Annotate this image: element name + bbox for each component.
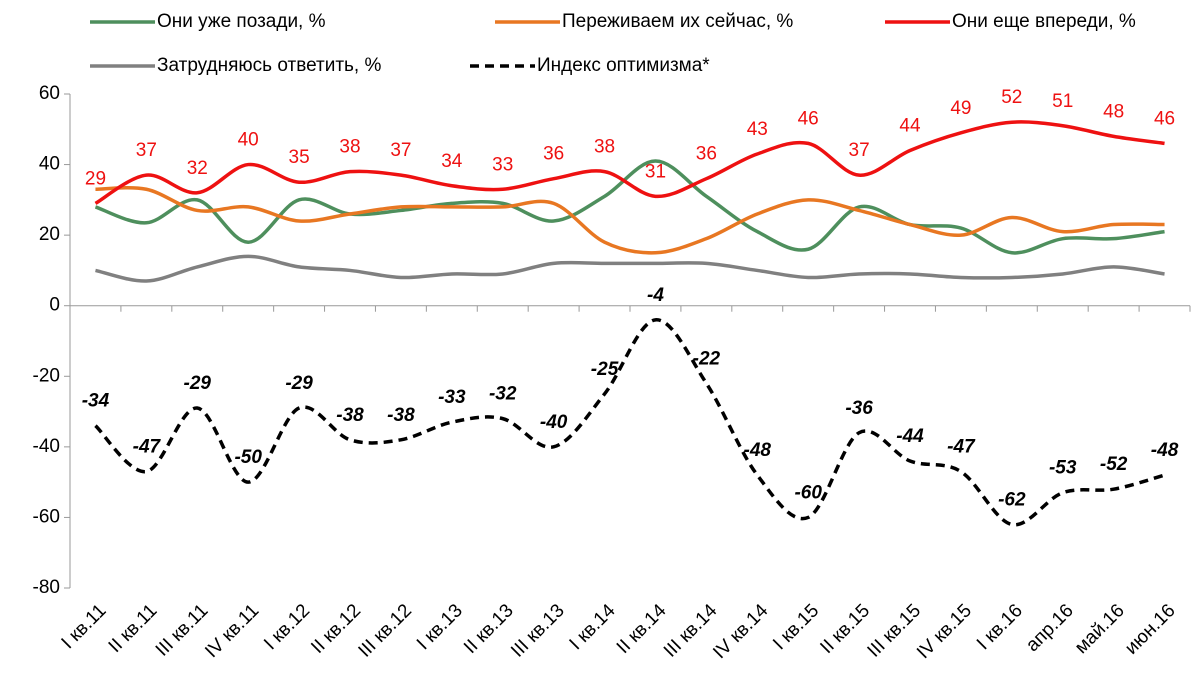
series-line xyxy=(94,120,1165,205)
data-label: 40 xyxy=(238,130,259,151)
x-tick-label: июн.16 xyxy=(1121,600,1180,659)
data-label: -38 xyxy=(336,405,364,426)
data-label: -33 xyxy=(438,387,466,408)
x-tick-label: I кв.11 xyxy=(58,600,111,653)
x-tick-label: май.16 xyxy=(1071,600,1129,658)
legend-label: Они еще впереди, % xyxy=(952,11,1136,32)
x-tick-label: I кв.12 xyxy=(260,600,314,654)
legend-label: Затрудняюсь ответить, % xyxy=(157,55,381,76)
data-label: 44 xyxy=(899,115,921,136)
data-label: -62 xyxy=(998,490,1026,511)
data-label: -29 xyxy=(285,373,313,394)
data-label: 35 xyxy=(289,147,310,168)
data-label: 51 xyxy=(1052,91,1073,112)
data-label: -48 xyxy=(744,440,772,461)
data-label: 38 xyxy=(339,137,360,158)
data-label: -47 xyxy=(133,437,162,458)
data-label: -34 xyxy=(82,391,110,412)
data-label: -29 xyxy=(184,373,212,394)
x-tick-label: I кв.14 xyxy=(566,600,620,654)
y-tick-label: -40 xyxy=(33,436,60,457)
x-tick-label: IV кв.11 xyxy=(201,600,263,662)
data-label: 37 xyxy=(390,140,411,161)
data-label: 31 xyxy=(645,161,666,182)
data-label: -22 xyxy=(693,348,721,369)
x-tick-label: II кв.11 xyxy=(105,600,162,657)
series-line xyxy=(94,159,1165,255)
legend-label: Они уже позади, % xyxy=(157,11,326,32)
y-tick-label: -60 xyxy=(33,506,60,527)
x-tick-label: III кв.12 xyxy=(355,600,416,661)
data-label: 46 xyxy=(798,108,819,129)
data-label: -50 xyxy=(234,447,262,468)
data-label: 33 xyxy=(492,154,513,175)
y-tick-label: 60 xyxy=(39,83,60,104)
x-tick-label: III кв.11 xyxy=(152,600,212,660)
series-line xyxy=(95,254,1165,283)
y-tick-label: -80 xyxy=(33,577,60,598)
y-tick-label: -20 xyxy=(33,365,60,386)
data-label: -40 xyxy=(540,412,568,433)
data-label: 36 xyxy=(543,144,564,165)
x-tick-label: апр.16 xyxy=(1022,600,1078,656)
data-label: 46 xyxy=(1154,108,1175,129)
y-tick-label: 0 xyxy=(49,295,60,316)
data-label: 37 xyxy=(849,140,870,161)
x-tick-label: IV кв.14 xyxy=(709,600,772,663)
data-label: 36 xyxy=(696,144,717,165)
legend-label: Переживаем их сейчас, % xyxy=(562,11,793,32)
data-label: -53 xyxy=(1049,458,1077,479)
data-label: -38 xyxy=(387,405,415,426)
data-label: 48 xyxy=(1103,101,1124,122)
x-tick-label: I кв.16 xyxy=(973,600,1027,654)
data-label: -44 xyxy=(896,426,924,447)
x-tick-label: III кв.13 xyxy=(507,600,568,661)
y-tick-label: 40 xyxy=(39,154,60,175)
series-line xyxy=(95,185,1165,255)
data-label: 49 xyxy=(950,98,971,119)
x-tick-label: I кв.13 xyxy=(413,600,467,654)
data-label: -25 xyxy=(591,359,619,380)
data-label: -60 xyxy=(794,482,822,503)
data-label: -32 xyxy=(489,384,517,405)
x-tick-label: I кв.15 xyxy=(769,600,823,654)
series-line xyxy=(94,318,1166,527)
data-label: 43 xyxy=(747,119,768,140)
data-label: -36 xyxy=(845,398,873,419)
data-label: -48 xyxy=(1151,440,1179,461)
data-label: 34 xyxy=(441,151,463,172)
y-tick-label: 20 xyxy=(39,224,60,245)
data-label: 38 xyxy=(594,137,615,158)
legend-label: Индекс оптимизма* xyxy=(537,55,710,76)
data-label: 32 xyxy=(187,158,208,179)
data-label: -52 xyxy=(1100,454,1128,475)
data-label: 29 xyxy=(85,168,106,189)
data-label: 37 xyxy=(136,140,157,161)
data-label: 52 xyxy=(1001,87,1022,108)
x-tick-label: IV кв.15 xyxy=(913,600,976,663)
data-label: -47 xyxy=(947,437,976,458)
data-label: -4 xyxy=(647,285,664,306)
